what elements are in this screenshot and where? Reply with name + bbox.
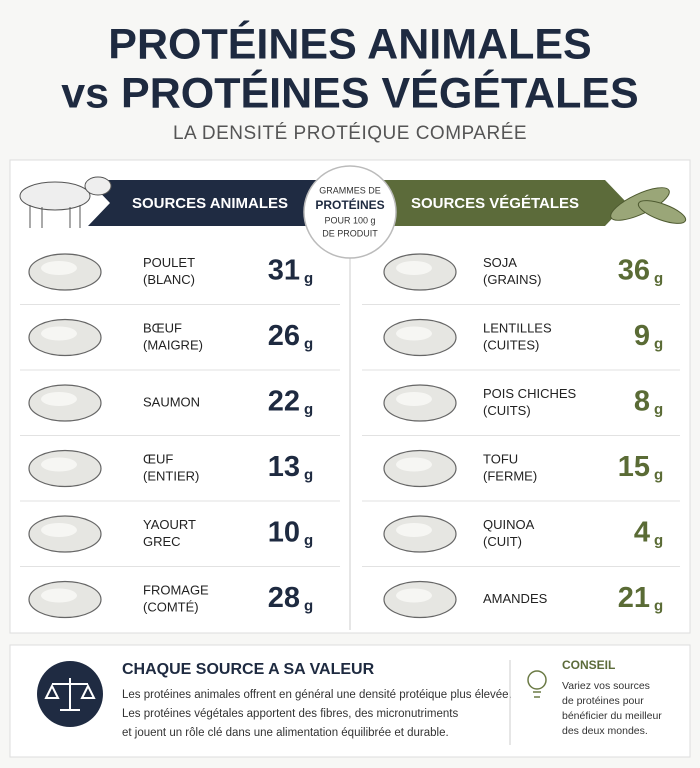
food-name: LENTILLES bbox=[483, 320, 552, 335]
food-name: SAUMON bbox=[143, 394, 200, 409]
protein-unit: g bbox=[304, 270, 313, 287]
food-name: TOFU bbox=[483, 451, 518, 466]
food-icon-shade bbox=[41, 523, 77, 537]
tip-title: CONSEIL bbox=[562, 658, 615, 672]
food-name: (CUIT) bbox=[483, 534, 522, 549]
food-name: SOJA bbox=[483, 255, 517, 270]
food-icon-shade bbox=[396, 523, 432, 537]
food-name: (BLANC) bbox=[143, 272, 195, 287]
food-name: (CUITS) bbox=[483, 403, 531, 418]
food-name: GREC bbox=[143, 534, 181, 549]
protein-unit: g bbox=[304, 597, 313, 614]
food-name: (GRAINS) bbox=[483, 272, 542, 287]
vegetal-heading: SOURCES VÉGÉTALES bbox=[411, 195, 579, 212]
protein-value: 28 bbox=[268, 582, 300, 614]
protein-unit: g bbox=[654, 466, 663, 483]
footer-title: CHAQUE SOURCE A SA VALEUR bbox=[122, 661, 375, 678]
food-name: ŒUF bbox=[143, 451, 173, 466]
protein-unit: g bbox=[304, 335, 313, 352]
scale-symbol bbox=[44, 678, 96, 711]
title-line: vs PROTÉINES VÉGÉTALES bbox=[61, 69, 638, 117]
center-label: DE PRODUIT bbox=[322, 228, 378, 238]
food-icon-shade bbox=[41, 457, 77, 472]
protein-value: 36 bbox=[618, 255, 650, 287]
protein-value: 4 bbox=[634, 517, 650, 549]
food-name: (MAIGRE) bbox=[143, 337, 203, 352]
food-icon-shade bbox=[396, 261, 432, 275]
food-icon-shade bbox=[41, 392, 77, 406]
protein-value: 8 bbox=[634, 386, 650, 418]
food-icon-shade bbox=[41, 261, 77, 275]
animal-heading: SOURCES ANIMALES bbox=[132, 195, 288, 212]
protein-value: 9 bbox=[634, 320, 650, 352]
center-label: PROTÉINES bbox=[315, 197, 384, 212]
protein-unit: g bbox=[304, 401, 313, 418]
protein-value: 15 bbox=[618, 451, 650, 483]
protein-value: 31 bbox=[268, 255, 300, 287]
protein-value: 10 bbox=[268, 517, 300, 549]
protein-value: 21 bbox=[618, 582, 650, 614]
footer-panel bbox=[9, 644, 691, 758]
food-name: (COMTÉ) bbox=[143, 599, 199, 614]
pea-icon bbox=[610, 187, 687, 224]
center-label: POUR 100 g bbox=[324, 215, 375, 225]
food-icon-shade bbox=[396, 326, 432, 341]
protein-unit: g bbox=[304, 532, 313, 549]
vegetal-banner bbox=[380, 180, 627, 226]
footer-line: Les protéines végétales apportent des fi… bbox=[122, 708, 458, 720]
food-name: POIS CHICHES bbox=[483, 386, 577, 401]
tip-line: des deux mondes. bbox=[562, 725, 648, 737]
food-name: (CUITES) bbox=[483, 337, 539, 352]
food-name: QUINOA bbox=[483, 517, 535, 532]
tip-line: Variez vos sources bbox=[562, 680, 650, 692]
protein-unit: g bbox=[654, 401, 663, 418]
center-badge bbox=[303, 165, 397, 259]
bulb-icon bbox=[527, 670, 547, 698]
subtitle: LA DENSITÉ PROTÉIQUE COMPARÉE bbox=[173, 123, 527, 144]
protein-value: 26 bbox=[268, 320, 300, 352]
food-icon-shade bbox=[396, 392, 432, 406]
protein-unit: g bbox=[304, 466, 313, 483]
footer-line: et jouent un rôle clé dans une alimentat… bbox=[122, 727, 449, 739]
food-icon-shade bbox=[41, 588, 77, 603]
food-name: (ENTIER) bbox=[143, 468, 199, 483]
protein-unit: g bbox=[654, 597, 663, 614]
food-icon-shade bbox=[41, 326, 77, 341]
food-icon-shade bbox=[396, 588, 432, 603]
food-name: FROMAGE bbox=[143, 582, 209, 597]
footer-line: Les protéines animales offrent en généra… bbox=[122, 689, 512, 701]
food-name: AMANDES bbox=[483, 591, 548, 606]
title-line: PROTÉINES ANIMALES bbox=[108, 20, 591, 68]
protein-unit: g bbox=[654, 270, 663, 287]
protein-unit: g bbox=[654, 335, 663, 352]
protein-value: 22 bbox=[268, 386, 300, 418]
food-name: (FERME) bbox=[483, 468, 537, 483]
protein-unit: g bbox=[654, 532, 663, 549]
animal-banner bbox=[88, 180, 320, 226]
protein-value: 13 bbox=[268, 451, 300, 483]
food-icon-shade bbox=[396, 457, 432, 472]
food-name: BŒUF bbox=[143, 320, 182, 335]
food-name: YAOURT bbox=[143, 517, 196, 532]
food-name: POULET bbox=[143, 255, 195, 270]
center-label: GRAMMES DE bbox=[319, 185, 381, 195]
tip-line: de protéines pour bbox=[562, 695, 644, 707]
cow-icon bbox=[19, 176, 112, 228]
tip-line: bénéficier du meilleur bbox=[562, 710, 662, 722]
